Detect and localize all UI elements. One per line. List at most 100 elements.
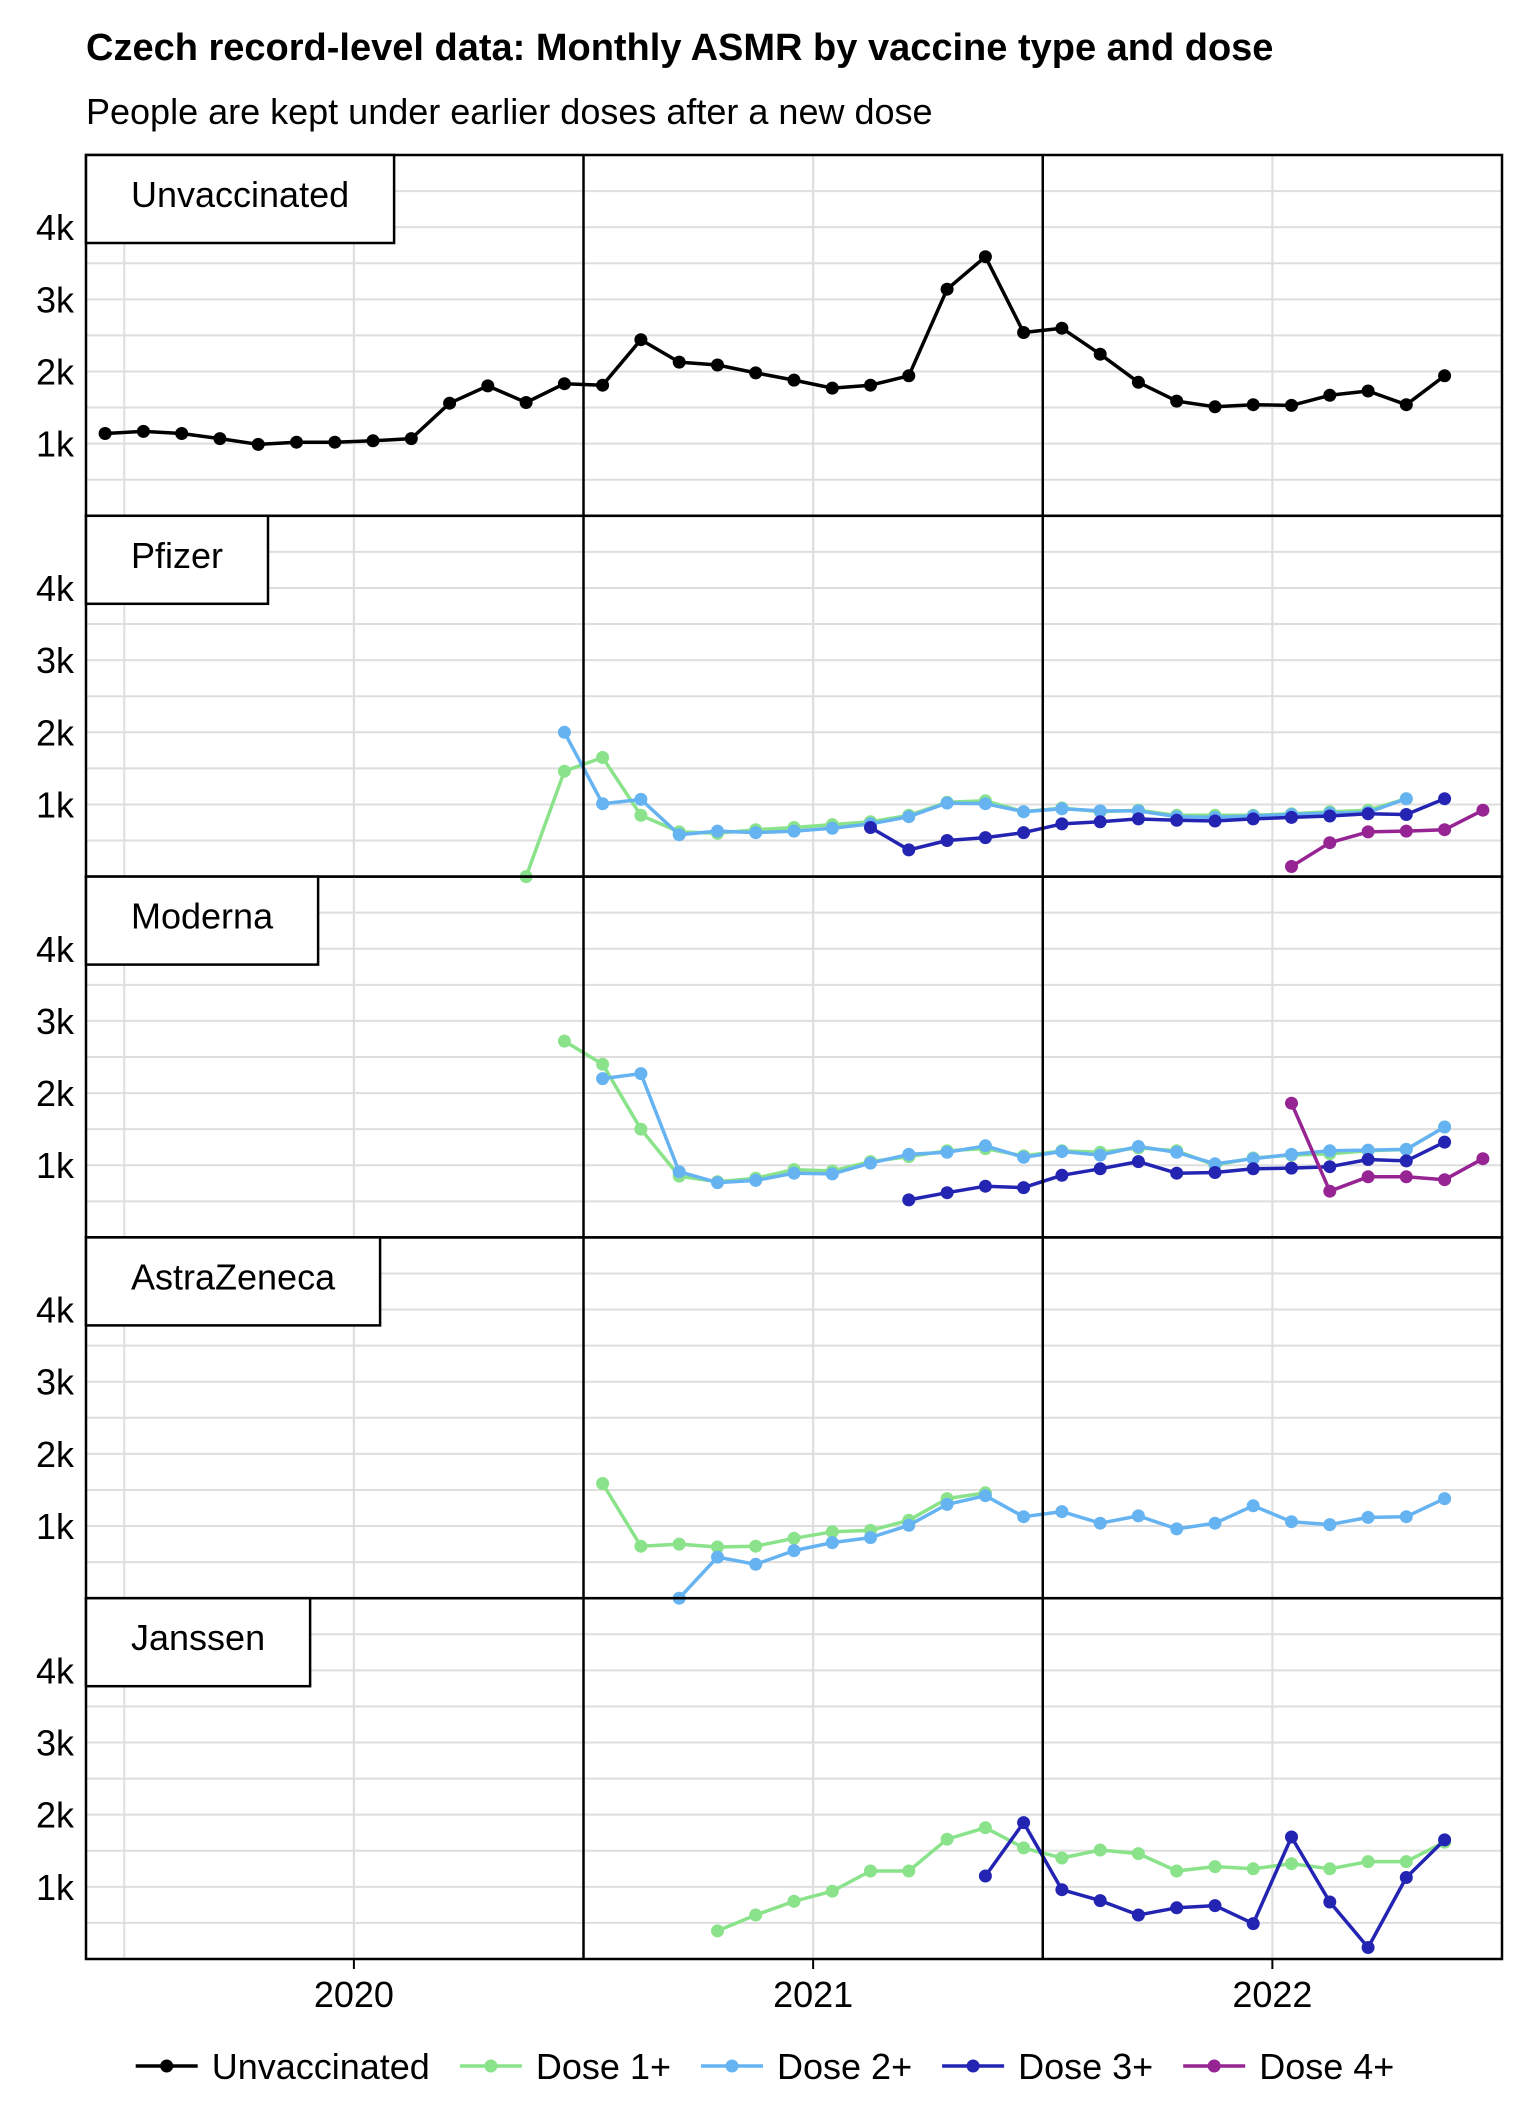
data-point xyxy=(1170,394,1184,408)
y-tick-label: 3k xyxy=(36,1362,75,1403)
y-tick-label: 3k xyxy=(36,279,75,320)
data-point xyxy=(1055,321,1069,335)
data-point xyxy=(1285,398,1298,412)
data-point xyxy=(978,1821,992,1835)
series-dose-4 xyxy=(1285,803,1490,873)
data-point xyxy=(1017,1816,1031,1830)
data-point xyxy=(136,424,150,438)
data-point xyxy=(711,358,724,372)
data-point xyxy=(1131,1155,1145,1169)
data-point xyxy=(902,1147,916,1161)
legend-key xyxy=(701,2059,763,2073)
data-point xyxy=(1055,817,1069,831)
y-tick-label: 1k xyxy=(36,424,75,465)
data-point xyxy=(1093,347,1107,361)
facet-panels: 1k 2k 3k 4k Unvaccinated 1k 2k 3k 4k Pfizer 1k 2k 3k… xyxy=(36,153,1504,1961)
data-point xyxy=(1017,826,1031,840)
data-point xyxy=(596,751,610,764)
data-point xyxy=(1170,813,1184,827)
y-tick-label: 3k xyxy=(36,640,75,681)
data-point xyxy=(481,379,495,393)
data-point xyxy=(787,1894,801,1908)
data-point xyxy=(519,396,533,409)
data-point xyxy=(1399,1855,1413,1869)
data-point xyxy=(1361,807,1375,821)
data-point xyxy=(1208,400,1222,414)
data-point xyxy=(1017,805,1031,819)
y-tick-label: 4k xyxy=(36,1650,75,1691)
data-point xyxy=(1361,1143,1375,1157)
series-dose-3 xyxy=(864,792,1452,857)
data-point xyxy=(443,396,457,410)
data-point xyxy=(1093,1843,1107,1857)
data-point xyxy=(1438,1173,1452,1187)
data-point xyxy=(711,1176,724,1190)
data-point xyxy=(1055,1168,1069,1182)
panel-label-text: AstraZeneca xyxy=(131,1256,336,1297)
data-point xyxy=(1055,1883,1069,1897)
data-point xyxy=(749,1557,763,1571)
data-point xyxy=(1131,812,1145,826)
series-dose-4 xyxy=(1285,1096,1490,1198)
data-point xyxy=(978,1179,992,1193)
data-point xyxy=(1131,375,1145,389)
data-point xyxy=(634,808,648,822)
data-point xyxy=(940,796,954,810)
data-point xyxy=(1093,1894,1107,1908)
data-point xyxy=(902,810,916,824)
y-tick-label: 2k xyxy=(36,351,75,392)
data-point xyxy=(1131,1908,1145,1922)
data-point xyxy=(711,1924,724,1938)
data-point xyxy=(1323,1862,1337,1876)
data-point xyxy=(1208,1899,1222,1913)
data-point xyxy=(711,1550,724,1564)
data-point xyxy=(1017,326,1031,339)
data-point xyxy=(978,1869,992,1883)
data-point xyxy=(1323,1518,1337,1532)
legend-key-point xyxy=(966,2059,980,2073)
y-tick-label: 1k xyxy=(36,1867,75,1908)
series-line xyxy=(869,797,1446,852)
panel-moderna: 1k 2k 3k 4k Moderna xyxy=(36,875,1504,1239)
data-point xyxy=(1438,1492,1452,1506)
data-point xyxy=(1438,369,1452,383)
data-point xyxy=(749,1908,763,1922)
data-point xyxy=(596,1477,610,1490)
legend-label: Dose 2+ xyxy=(777,2046,912,2087)
data-point xyxy=(940,282,954,296)
data-point xyxy=(787,1166,801,1180)
legend-label: Dose 1+ xyxy=(536,2046,671,2087)
x-tick-label: 2021 xyxy=(773,1974,853,2015)
data-point xyxy=(1399,792,1413,806)
panel-janssen: 1k 2k 3k 4k Janssen xyxy=(36,1596,1504,1961)
data-point xyxy=(1438,792,1452,806)
data-point xyxy=(1246,812,1260,826)
data-point xyxy=(672,355,686,369)
data-point xyxy=(1017,1181,1031,1195)
legend-key-point xyxy=(1207,2059,1221,2073)
y-tick-label: 4k xyxy=(36,929,75,970)
data-point xyxy=(672,828,686,842)
data-point xyxy=(940,834,954,847)
y-tick-label: 2k xyxy=(36,1795,75,1836)
data-point xyxy=(634,333,648,347)
data-point xyxy=(634,792,648,806)
data-point xyxy=(1361,1153,1375,1166)
data-point xyxy=(902,369,916,383)
legend-label: Dose 4+ xyxy=(1259,2046,1394,2087)
data-point xyxy=(1285,810,1298,824)
data-point xyxy=(787,1531,801,1545)
x-tick-label: 2020 xyxy=(314,1974,394,2015)
data-point xyxy=(366,434,380,448)
data-point xyxy=(902,843,916,857)
data-point xyxy=(1399,1510,1413,1524)
data-point xyxy=(1361,1941,1375,1954)
data-point xyxy=(557,377,571,391)
data-point xyxy=(1208,1860,1222,1874)
data-point xyxy=(1285,1096,1298,1110)
panel-label-box xyxy=(84,875,320,966)
data-point xyxy=(1323,1160,1337,1174)
data-point xyxy=(213,432,227,446)
data-point xyxy=(1131,1847,1145,1861)
y-tick-label: 1k xyxy=(36,784,75,825)
